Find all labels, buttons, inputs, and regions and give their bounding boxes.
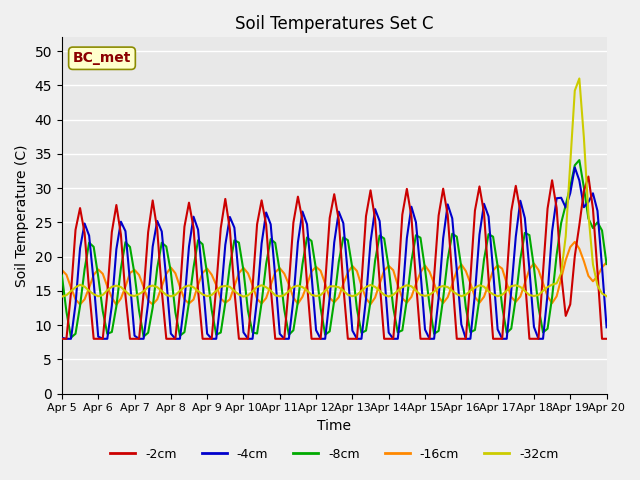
Title: Soil Temperatures Set C: Soil Temperatures Set C <box>235 15 433 33</box>
X-axis label: Time: Time <box>317 419 351 433</box>
Legend: -2cm, -4cm, -8cm, -16cm, -32cm: -2cm, -4cm, -8cm, -16cm, -32cm <box>105 443 563 466</box>
Text: BC_met: BC_met <box>73 51 131 65</box>
Y-axis label: Soil Temperature (C): Soil Temperature (C) <box>15 144 29 287</box>
